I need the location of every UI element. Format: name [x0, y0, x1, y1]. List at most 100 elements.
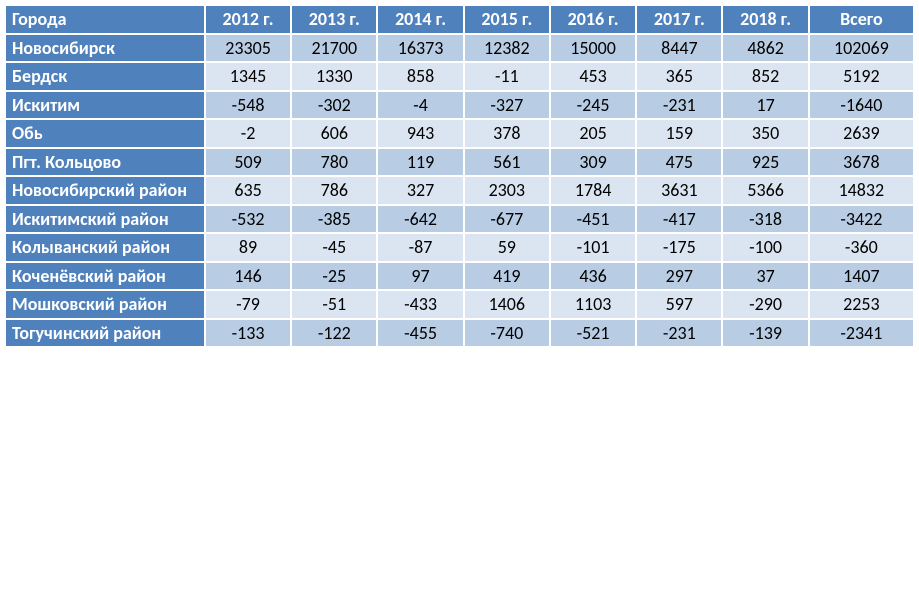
cell-value: -532 [205, 205, 291, 234]
cell-value: 1784 [550, 176, 636, 205]
cell-value: -677 [464, 205, 550, 234]
cell-value: -133 [205, 319, 291, 348]
row-label: Новосибирский район [5, 176, 205, 205]
cell-value: -101 [550, 233, 636, 262]
cell-value: 23305 [205, 34, 291, 63]
table-row: Новосибирский район635786327230317843631… [5, 176, 914, 205]
cell-value: 309 [550, 148, 636, 177]
header-cities: Города [5, 5, 205, 34]
cell-value: 378 [464, 119, 550, 148]
cell-value: 8447 [636, 34, 722, 63]
cell-value: 350 [722, 119, 808, 148]
cell-value: -740 [464, 319, 550, 348]
data-table: Города 2012 г. 2013 г. 2014 г. 2015 г. 2… [4, 4, 915, 348]
row-label: Пгт. Кольцово [5, 148, 205, 177]
cell-value: 21700 [291, 34, 377, 63]
cell-value: -122 [291, 319, 377, 348]
cell-value: -11 [464, 62, 550, 91]
table-row: Пгт. Кольцово5097801195613094759253678 [5, 148, 914, 177]
header-year: 2014 г. [377, 5, 463, 34]
cell-value: -2 [205, 119, 291, 148]
cell-value: 59 [464, 233, 550, 262]
cell-total: -3422 [809, 205, 914, 234]
cell-value: 159 [636, 119, 722, 148]
cell-value: -231 [636, 91, 722, 120]
cell-value: -455 [377, 319, 463, 348]
cell-value: 597 [636, 290, 722, 319]
cell-value: 1406 [464, 290, 550, 319]
cell-value: -87 [377, 233, 463, 262]
cell-total: 1407 [809, 262, 914, 291]
header-year: 2017 г. [636, 5, 722, 34]
cell-value: -318 [722, 205, 808, 234]
cell-value: 786 [291, 176, 377, 205]
cell-value: -100 [722, 233, 808, 262]
row-label: Колыванский район [5, 233, 205, 262]
cell-total: -1640 [809, 91, 914, 120]
table-row: Тогучинский район-133-122-455-740-521-23… [5, 319, 914, 348]
row-label: Обь [5, 119, 205, 148]
row-label: Тогучинский район [5, 319, 205, 348]
table-row: Коченёвский район146-2597419436297371407 [5, 262, 914, 291]
cell-value: -245 [550, 91, 636, 120]
cell-value: 509 [205, 148, 291, 177]
header-year: 2012 г. [205, 5, 291, 34]
cell-value: 561 [464, 148, 550, 177]
row-label: Мошковский район [5, 290, 205, 319]
cell-value: 943 [377, 119, 463, 148]
cell-value: 635 [205, 176, 291, 205]
cell-value: 3631 [636, 176, 722, 205]
row-label: Новосибирск [5, 34, 205, 63]
cell-total: 2639 [809, 119, 914, 148]
cell-value: -433 [377, 290, 463, 319]
cell-total: 5192 [809, 62, 914, 91]
cell-value: -521 [550, 319, 636, 348]
row-label: Искитим [5, 91, 205, 120]
table-row: Колыванский район89-45-8759-101-175-100-… [5, 233, 914, 262]
row-label: Бердск [5, 62, 205, 91]
cell-value: 205 [550, 119, 636, 148]
row-label: Искитимский район [5, 205, 205, 234]
table-head: Города 2012 г. 2013 г. 2014 г. 2015 г. 2… [5, 5, 914, 34]
header-year: 2015 г. [464, 5, 550, 34]
cell-total: -360 [809, 233, 914, 262]
cell-value: 365 [636, 62, 722, 91]
cell-value: 2303 [464, 176, 550, 205]
cell-total: 102069 [809, 34, 914, 63]
cell-value: -4 [377, 91, 463, 120]
cell-value: -290 [722, 290, 808, 319]
table-row: Новосибирск23305217001637312382150008447… [5, 34, 914, 63]
cell-value: 15000 [550, 34, 636, 63]
cell-value: 453 [550, 62, 636, 91]
table-row: Искитим-548-302-4-327-245-23117-1640 [5, 91, 914, 120]
cell-value: 146 [205, 262, 291, 291]
table-row: Искитимский район-532-385-642-677-451-41… [5, 205, 914, 234]
cell-value: 1345 [205, 62, 291, 91]
cell-value: 37 [722, 262, 808, 291]
cell-value: 4862 [722, 34, 808, 63]
cell-value: -231 [636, 319, 722, 348]
header-total: Всего [809, 5, 914, 34]
cell-value: 475 [636, 148, 722, 177]
cell-value: 858 [377, 62, 463, 91]
cell-value: 119 [377, 148, 463, 177]
cell-value: -79 [205, 290, 291, 319]
cell-value: 89 [205, 233, 291, 262]
header-row: Города 2012 г. 2013 г. 2014 г. 2015 г. 2… [5, 5, 914, 34]
cell-total: -2341 [809, 319, 914, 348]
cell-value: -327 [464, 91, 550, 120]
cell-value: -642 [377, 205, 463, 234]
cell-total: 14832 [809, 176, 914, 205]
header-year: 2016 г. [550, 5, 636, 34]
table-container: Города 2012 г. 2013 г. 2014 г. 2015 г. 2… [0, 0, 919, 352]
cell-value: 297 [636, 262, 722, 291]
cell-total: 3678 [809, 148, 914, 177]
cell-value: 17 [722, 91, 808, 120]
cell-value: 16373 [377, 34, 463, 63]
cell-value: 1103 [550, 290, 636, 319]
cell-value: -45 [291, 233, 377, 262]
cell-value: 12382 [464, 34, 550, 63]
cell-value: 5366 [722, 176, 808, 205]
cell-value: -302 [291, 91, 377, 120]
cell-value: -175 [636, 233, 722, 262]
